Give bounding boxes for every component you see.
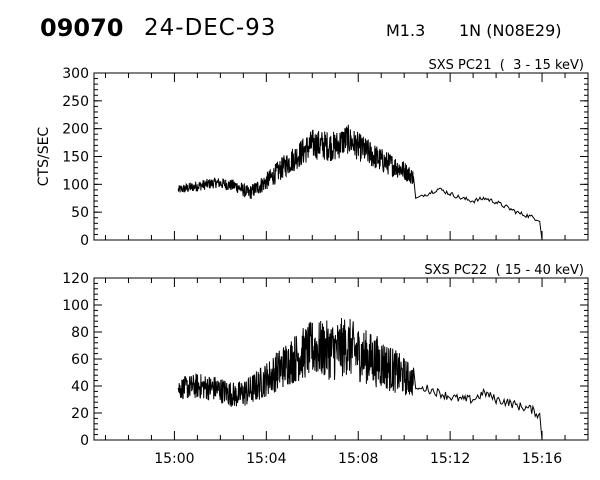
- event-date: 24-DEC-93: [144, 15, 277, 41]
- panel-1: SXS PC21 ( 3 - 15 keV) 0 50 100 150 200 250 300…: [36, 58, 589, 249]
- x-tick-label: 15:08: [338, 451, 378, 467]
- y-tick-label: 100: [62, 298, 89, 314]
- y-tick-label: 0: [80, 433, 89, 449]
- y-tick-label: 300: [62, 66, 89, 82]
- event-id: 09070: [40, 14, 124, 42]
- y-tick-label: 150: [62, 150, 89, 166]
- y-axis-label: CTS/SEC: [36, 127, 52, 187]
- y-tick-label: 80: [71, 325, 89, 341]
- flare-location: 1N (N08E29): [459, 21, 562, 40]
- panel-2: SXS PC22 ( 15 - 40 keV) 0 20 40 60 80 100 120 15…: [62, 263, 589, 467]
- y-tick-label: 250: [62, 94, 89, 110]
- y-tick-label: 40: [71, 379, 89, 395]
- plot-title: SXS PC21 ( 3 - 15 keV): [428, 58, 584, 73]
- x-tick-label: 15:16: [522, 451, 562, 467]
- y-tick-label: 50: [71, 205, 89, 221]
- data-line: [177, 124, 543, 241]
- y-tick-label: 0: [80, 233, 89, 249]
- y-tick-label: 20: [71, 406, 89, 422]
- y-tick-label: 200: [62, 122, 89, 138]
- flare-class: M1.3: [386, 21, 426, 40]
- x-tick-label: 15:00: [154, 451, 194, 467]
- plot-title: SXS PC22 ( 15 - 40 keV): [424, 263, 584, 278]
- y-tick-label: 100: [62, 177, 89, 193]
- y-tick-label: 60: [71, 352, 89, 368]
- x-tick-label: 15:04: [246, 451, 286, 467]
- data-line: [177, 317, 543, 441]
- plot-frame: [93, 72, 589, 241]
- y-tick-label: 120: [62, 271, 89, 287]
- x-tick-label: 15:12: [430, 451, 470, 467]
